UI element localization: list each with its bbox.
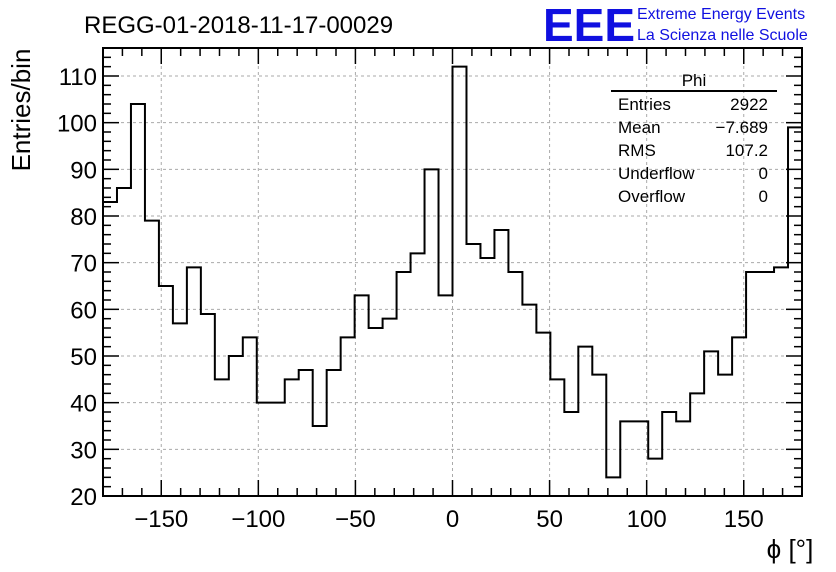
stats-label-overflow: Overflow bbox=[618, 187, 686, 206]
x-axis-label: ϕ [°] bbox=[767, 534, 814, 564]
y-axis-label: Entries/bin bbox=[6, 49, 36, 172]
y-tick-label: 100 bbox=[57, 111, 97, 138]
stats-label-rms: RMS bbox=[618, 141, 656, 160]
x-tick-label: 50 bbox=[536, 506, 563, 533]
eee-logo-line1: Extreme Energy Events bbox=[637, 6, 805, 23]
axes bbox=[102, 47, 803, 497]
histogram-outline bbox=[102, 65, 803, 496]
y-tick-label: 20 bbox=[70, 484, 97, 511]
y-tick-label: 80 bbox=[70, 204, 97, 231]
stats-label-underflow: Underflow bbox=[618, 164, 695, 183]
y-tick-label: 50 bbox=[70, 344, 97, 371]
eee-logo-mark: EEE bbox=[543, 0, 635, 51]
y-tick-label: 30 bbox=[70, 437, 97, 464]
x-tick-label: 0 bbox=[446, 506, 459, 533]
stats-label-entries: Entries bbox=[618, 95, 671, 114]
x-tick-label: 150 bbox=[724, 506, 764, 533]
stats-value-overflow: 0 bbox=[759, 187, 768, 206]
stats-value-mean: −7.689 bbox=[716, 118, 768, 137]
stats-label-mean: Mean bbox=[618, 118, 661, 137]
y-tick-label: 70 bbox=[70, 251, 97, 278]
eee-logo-line2: La Scienza nelle Scuole bbox=[637, 27, 808, 44]
y-tick-label: 90 bbox=[70, 157, 97, 184]
x-tick-label: −150 bbox=[134, 506, 188, 533]
chart-title: REGG-01-2018-11-17-00029 bbox=[84, 12, 393, 39]
y-tick-label: 40 bbox=[70, 391, 97, 418]
stats-title: Phi bbox=[682, 71, 707, 90]
x-tick-label: −50 bbox=[335, 506, 376, 533]
stats-value-rms: 107.2 bbox=[725, 141, 768, 160]
y-tick-label: 110 bbox=[59, 64, 97, 91]
stats-value-underflow: 0 bbox=[759, 164, 768, 183]
stats-value-entries: 2922 bbox=[730, 95, 768, 114]
x-tick-label: −100 bbox=[231, 506, 285, 533]
y-tick-label: 60 bbox=[70, 297, 97, 324]
stats-box: Phi Entries 2922 Mean −7.689 RMS 107.2 U… bbox=[611, 71, 777, 206]
tick-labels: −150 −100 −50 0 50 100 150 20 30 40 50 60 70 80 90 100 1… bbox=[57, 64, 764, 533]
x-tick-label: 100 bbox=[627, 506, 667, 533]
eee-logo: EEE Extreme Energy Events La Scienza nel… bbox=[543, 0, 808, 51]
